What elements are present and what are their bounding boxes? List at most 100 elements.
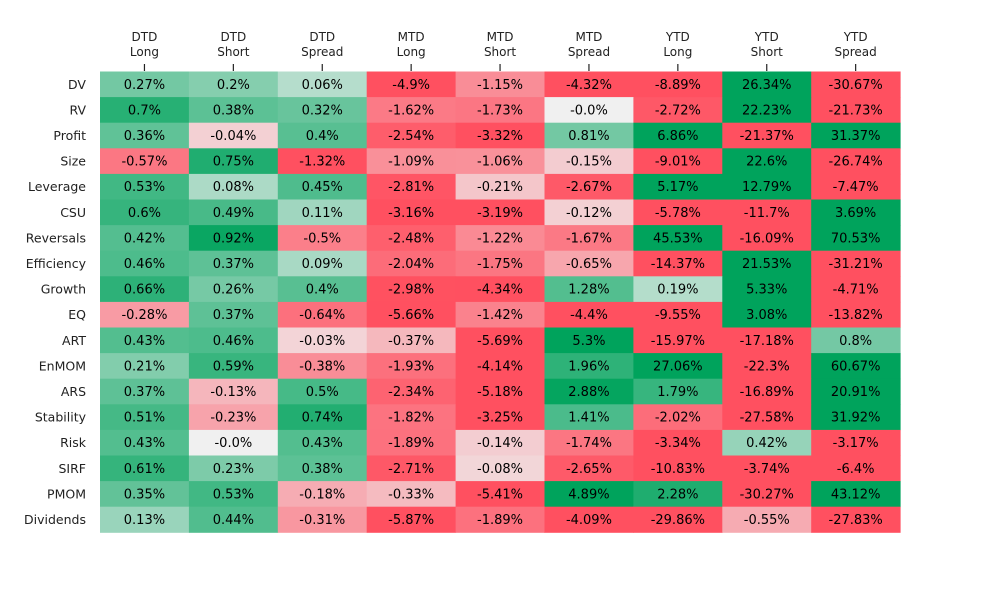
heatmap-cell	[455, 353, 545, 380]
heatmap-cell	[811, 122, 901, 149]
cell-value-label: 0.06%	[302, 78, 343, 93]
heatmap-cell	[455, 225, 545, 252]
row-label: Size	[60, 154, 86, 169]
heatmap-cell	[722, 481, 812, 508]
heatmap-cell	[366, 506, 457, 533]
heatmap-cell	[722, 301, 812, 328]
cell-value-label: 0.42%	[124, 231, 165, 246]
column-label: Short	[484, 45, 516, 59]
cell-value-label: -4.71%	[833, 283, 879, 298]
heatmap-cell	[722, 122, 812, 149]
cell-value-label: 0.59%	[213, 359, 254, 374]
cell-value-label: -5.69%	[477, 334, 523, 349]
heatmap-cell	[633, 481, 723, 508]
cell-value-label: 3.69%	[835, 206, 876, 221]
cell-value-label: -0.31%	[299, 513, 345, 528]
cell-value-label: -0.03%	[299, 334, 345, 349]
heatmap-cell	[544, 276, 634, 303]
heatmap-cell	[188, 199, 279, 226]
heatmap-cell	[633, 404, 723, 431]
cell-value-label: 12.79%	[742, 180, 792, 195]
heatmap-cell	[544, 506, 634, 533]
cell-value-label: -2.02%	[655, 411, 701, 426]
cell-value-label: -4.34%	[477, 283, 523, 298]
cell-value-label: -6.4%	[837, 462, 875, 477]
cell-value-label: -0.57%	[121, 155, 167, 170]
heatmap-cell	[277, 301, 368, 328]
heatmap-cell	[366, 429, 457, 456]
heatmap-cell	[100, 506, 190, 533]
cell-value-label: 0.13%	[124, 513, 165, 528]
heatmap-cell	[366, 276, 457, 303]
cell-value-label: -13.82%	[829, 308, 883, 323]
cell-value-label: -2.67%	[566, 180, 612, 195]
column-label: Long	[130, 45, 159, 59]
cell-value-label: -9.01%	[655, 155, 701, 170]
cell-value-label: 0.74%	[302, 411, 343, 426]
cell-value-label: 0.23%	[213, 462, 254, 477]
cell-value-label: 1.96%	[568, 359, 609, 374]
cell-value-label: -3.34%	[655, 436, 701, 451]
heatmap-cell	[633, 199, 723, 226]
heatmap-cell	[811, 404, 901, 431]
heatmap-cell	[366, 301, 457, 328]
heatmap-cell	[455, 199, 545, 226]
heatmap-cell	[722, 506, 812, 533]
cell-value-label: 27.06%	[653, 359, 703, 374]
column-label: Spread	[835, 45, 877, 59]
row-labels: DV RV Profit Size Leverage CSU Reversals Effici…	[24, 77, 87, 527]
heatmap-cell	[188, 148, 279, 175]
cell-value-label: -0.08%	[477, 462, 523, 477]
cell-value-label: 21.53%	[742, 257, 792, 272]
cell-value-label: -0.12%	[566, 206, 612, 221]
cell-value-label: 0.43%	[124, 334, 165, 349]
cell-value-label: -2.81%	[388, 180, 434, 195]
heatmap-cell	[455, 250, 545, 277]
heatmap-cell	[277, 148, 368, 175]
heatmap-cell	[544, 301, 634, 328]
heatmap-cell	[366, 173, 457, 200]
heatmap-cell	[188, 122, 279, 149]
column-labels: DTDLongDTDShortDTDSpreadMTDLongMTDShortM…	[130, 30, 877, 71]
cell-value-label: -15.97%	[651, 334, 705, 349]
cell-value-label: 22.6%	[746, 155, 787, 170]
column-label: Long	[397, 45, 426, 59]
column-label: Spread	[568, 45, 610, 59]
cell-value-label: -5.18%	[477, 385, 523, 400]
heatmap-cell	[100, 173, 190, 200]
cell-value-label: -1.93%	[388, 359, 434, 374]
column-label: MTD	[487, 30, 514, 44]
row-label: ARS	[61, 384, 86, 399]
cell-value-label: 5.33%	[746, 283, 787, 298]
cell-value-label: -0.0%	[214, 436, 252, 451]
cell-value-label: -27.58%	[740, 411, 794, 426]
heatmap-cell	[366, 71, 457, 98]
cell-value-label: -5.78%	[655, 206, 701, 221]
cell-value-label: 0.5%	[306, 385, 339, 400]
heatmap-cell	[633, 455, 723, 482]
heatmap-cell	[722, 429, 812, 456]
cell-value-label: -11.7%	[744, 206, 790, 221]
heatmap-cell	[277, 429, 368, 456]
heatmap-cell	[100, 250, 190, 277]
heatmap-cell	[811, 71, 901, 98]
heatmap-cell	[188, 225, 279, 252]
cell-value-label: 0.51%	[124, 411, 165, 426]
row-label: Profit	[53, 128, 86, 143]
heatmap-cell	[188, 71, 279, 98]
cell-value-label: -1.22%	[477, 231, 523, 246]
cell-value-label: -4.14%	[477, 359, 523, 374]
heatmap-cell	[455, 404, 545, 431]
heatmap-cell	[277, 378, 368, 405]
cell-value-label: -0.21%	[477, 180, 523, 195]
row-label: RV	[69, 102, 86, 117]
cell-value-label: 0.53%	[213, 487, 254, 502]
cell-value-label: 31.37%	[831, 129, 881, 144]
heatmap-cell	[100, 301, 190, 328]
cell-value-label: -1.82%	[388, 411, 434, 426]
heatmap-cell	[277, 481, 368, 508]
heatmap-cell	[633, 173, 723, 200]
cell-value-label: 6.86%	[657, 129, 698, 144]
cell-value-label: -2.34%	[388, 385, 434, 400]
heatmap-cell	[811, 327, 901, 354]
